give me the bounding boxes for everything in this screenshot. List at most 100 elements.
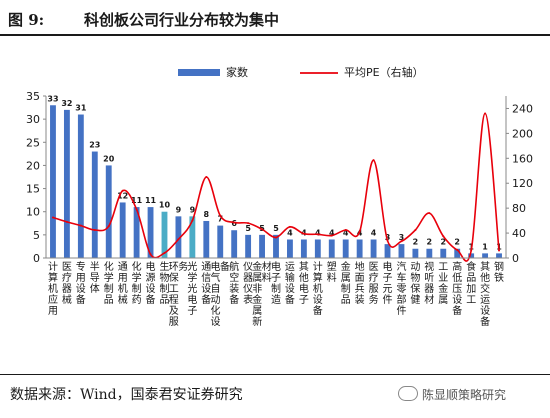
bar-value-label: 9 xyxy=(176,205,182,214)
category-label-char: 低 xyxy=(452,271,462,284)
category-label-char: 电 xyxy=(383,260,393,273)
category-label-char: 专 xyxy=(76,260,86,273)
category-label-char: 电 xyxy=(187,293,197,306)
bar-value-label: 11 xyxy=(145,196,157,205)
bar xyxy=(133,207,140,258)
category-label-char: 器 xyxy=(62,283,72,295)
bar xyxy=(50,105,56,258)
category-label-char: 料 xyxy=(262,271,272,284)
bar-value-label: 2 xyxy=(454,238,460,247)
category-label-char: 备 xyxy=(76,293,86,306)
category-label-char: 属 xyxy=(341,272,351,284)
category-label-char: 机 xyxy=(118,282,128,295)
category-label-char: 备 xyxy=(285,293,295,306)
category-label-char: 源 xyxy=(146,271,156,284)
bar-value-label: 5 xyxy=(259,224,265,233)
category-label-char: 加 xyxy=(466,283,476,295)
category-label-char: 元 xyxy=(383,284,393,295)
category-label-char: 自 xyxy=(211,282,221,295)
bar xyxy=(175,216,182,258)
category-label: 电气自动化设 xyxy=(211,260,221,328)
category-label-char: 保 xyxy=(410,282,420,295)
category-label-char: 他 xyxy=(299,271,309,284)
pe-point xyxy=(470,249,473,252)
category-label-char: 物 xyxy=(410,271,420,284)
bar xyxy=(217,225,224,258)
category-label-char: 金 xyxy=(252,260,262,273)
category-label-char: 备 xyxy=(146,293,156,306)
chart-legend: 家数 平均PE（右轴） xyxy=(178,65,424,79)
category-label-char: 用 xyxy=(118,273,128,284)
pe-point xyxy=(79,224,82,227)
category-label-char: 备 xyxy=(480,315,490,328)
category-label-char: 件 xyxy=(383,294,393,306)
category-label-char: 计 xyxy=(313,260,323,273)
bar xyxy=(412,248,419,258)
bar-value-label: 5 xyxy=(245,224,251,233)
category-label-char: 仪 xyxy=(243,261,253,273)
category-label: 地面兵装 xyxy=(355,260,365,306)
category-label: 化学制品 xyxy=(104,260,114,306)
bar-value-label: 4 xyxy=(371,228,377,237)
category-label-char: 化 xyxy=(211,304,221,317)
category-label-char: 生 xyxy=(160,260,170,273)
bar xyxy=(314,239,321,258)
category-label-char: 学 xyxy=(132,271,142,284)
bar xyxy=(189,216,196,258)
category-label-char: 品 xyxy=(466,272,476,284)
pe-point xyxy=(456,248,459,251)
category-label-char: 设 xyxy=(201,283,211,295)
bar xyxy=(440,248,447,258)
category-label: 通用机械 xyxy=(118,261,128,306)
pe-point xyxy=(205,176,208,178)
category-label: 其他电子 xyxy=(299,261,309,306)
category-label-char: 装 xyxy=(229,282,239,295)
category-label-char: 疗 xyxy=(62,271,72,284)
bar-value-label: 5 xyxy=(273,224,279,233)
category-label: 计算机设备 xyxy=(313,260,323,317)
left-y-axis: 0 5 10 15 20 25 30 35 xyxy=(26,90,47,265)
bar-value-label: 11 xyxy=(131,196,143,205)
category-label-char: 药 xyxy=(132,294,142,306)
bar-value-label: 6 xyxy=(231,219,237,228)
category-label-char: 制 xyxy=(132,282,142,295)
category-label-char: 铁 xyxy=(494,271,504,284)
category-label-char: 备 xyxy=(201,293,211,306)
category-label-char: 健 xyxy=(410,294,420,306)
pe-point xyxy=(233,221,236,224)
category-label-char: 仪 xyxy=(243,283,253,295)
pe-point xyxy=(414,228,417,231)
category-label-char: 金 xyxy=(341,260,351,273)
line-series xyxy=(51,112,501,262)
category-label-char: 电 xyxy=(211,260,221,273)
bar xyxy=(231,230,238,258)
wechat-icon xyxy=(398,386,418,401)
right-tick-label: 240 xyxy=(512,102,533,115)
pe-point xyxy=(93,228,96,231)
category-label: 光学光电子 xyxy=(187,260,197,317)
category-label-char: 程 xyxy=(169,294,179,306)
bar xyxy=(147,207,154,258)
category-label-char: 运 xyxy=(285,261,295,273)
category-label-char: 保 xyxy=(169,271,179,284)
bar xyxy=(468,253,475,258)
category-label-char: 械 xyxy=(62,293,72,306)
bar xyxy=(496,253,502,258)
category-label: 仪器仪表 xyxy=(243,261,253,306)
bar xyxy=(426,248,433,258)
category-label-char: 非 xyxy=(252,283,262,295)
bar xyxy=(482,253,489,258)
category-label: 通信设备 xyxy=(201,261,211,306)
category-label-char: 学 xyxy=(187,271,197,284)
right-tick-label: 40 xyxy=(512,227,526,240)
category-label-char: 他 xyxy=(480,271,490,284)
bar-value-label: 2 xyxy=(427,238,433,247)
category-label: 计算机应用 xyxy=(48,260,58,317)
category-label-char: 设 xyxy=(452,294,462,306)
right-tick-label: 80 xyxy=(512,202,526,215)
category-label-char: 设 xyxy=(146,283,156,295)
category-label: 专用设备 xyxy=(76,260,86,306)
category-label-char: 学 xyxy=(104,271,114,284)
category-label-char: 医 xyxy=(62,261,72,273)
